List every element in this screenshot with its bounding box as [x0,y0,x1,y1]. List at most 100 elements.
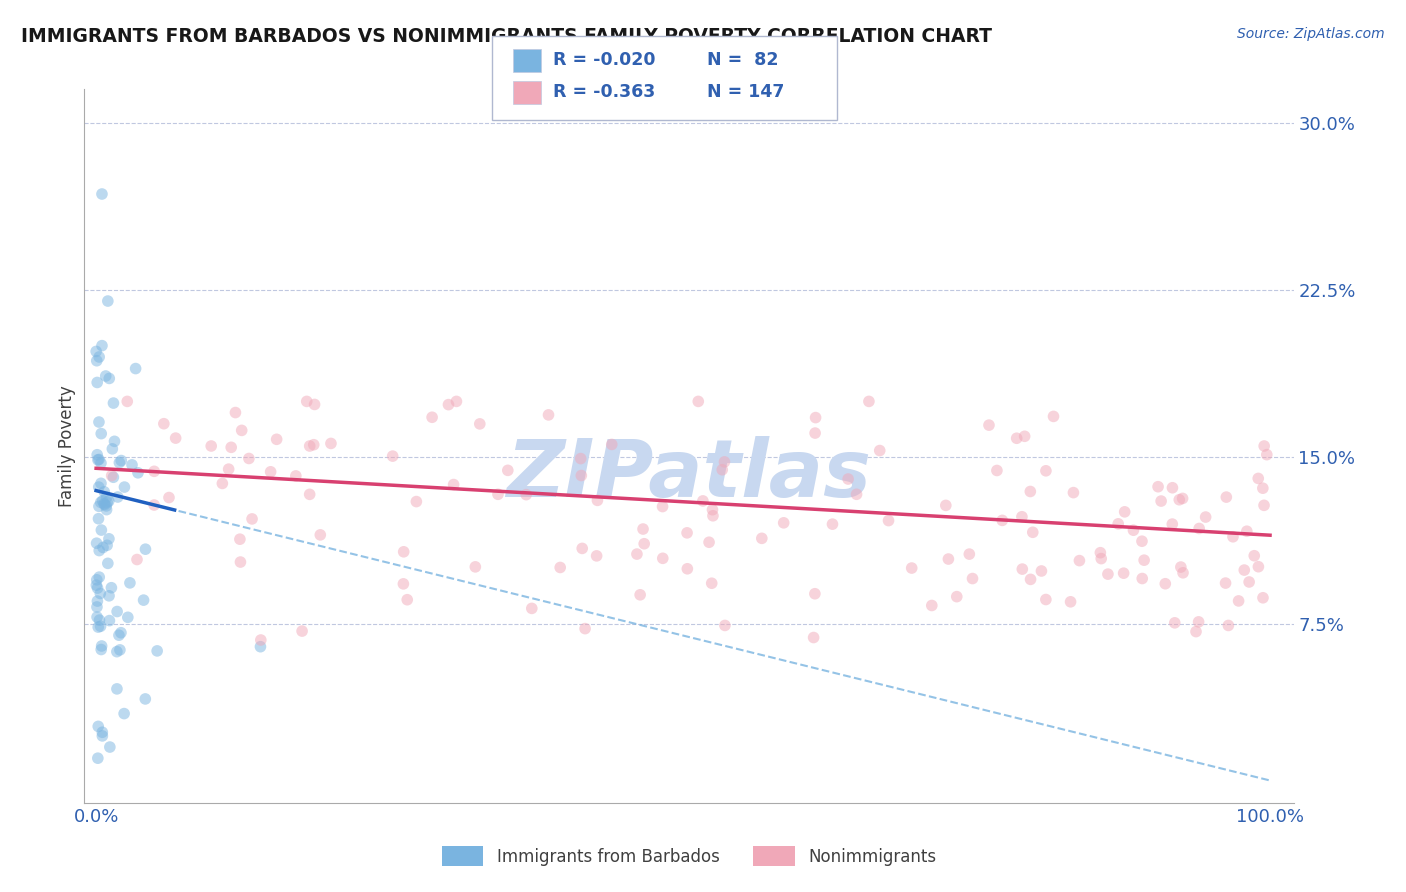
Point [1133,553,1156,567]
Point [157,491,180,505]
Point [105,681,128,696]
Point [1147,480,1170,494]
Point [219,440,242,454]
Point [218,462,240,476]
Point [468,417,491,431]
Point [1112,566,1135,581]
Point [631,522,654,536]
Point [86,448,108,462]
Point [711,463,734,477]
Point [1097,567,1119,582]
Point [1130,534,1153,549]
Point [117,610,139,624]
Point [89,543,111,558]
Point [858,394,880,409]
Point [284,469,307,483]
Point [91,494,114,508]
Point [392,545,415,559]
Point [1122,523,1144,537]
Point [98,614,121,628]
Point [97,494,120,508]
Point [537,408,560,422]
Point [1227,594,1250,608]
Point [224,405,246,419]
Point [1256,448,1278,462]
Point [1090,551,1112,566]
Point [103,470,125,484]
Point [125,552,148,566]
Point [86,536,108,550]
Point [1247,559,1270,574]
Point [229,532,252,546]
Point [87,480,110,494]
Point [112,706,135,721]
Point [437,398,460,412]
Point [1188,521,1211,535]
Point [945,590,967,604]
Point [90,639,112,653]
Point [1164,615,1187,630]
Point [935,499,957,513]
Point [569,468,592,483]
Point [821,517,844,532]
Point [86,353,108,368]
Point [804,410,827,425]
Point [90,523,112,537]
Point [977,418,1000,433]
Point [143,464,166,478]
Point [1237,574,1260,589]
Point [1171,566,1194,580]
Point [105,605,128,619]
Point [921,599,943,613]
Point [837,472,859,486]
Point [90,426,112,441]
Point [96,499,118,513]
Point [1035,592,1057,607]
Point [90,619,112,633]
Point [87,751,110,765]
Point [93,498,115,512]
Point [1161,517,1184,532]
Point [229,555,252,569]
Point [1251,591,1274,605]
Point [266,432,288,446]
Point [443,477,465,491]
Point [121,458,143,472]
Point [96,538,118,552]
Point [100,468,122,483]
Point [1114,505,1136,519]
Point [628,588,651,602]
Point [626,547,648,561]
Point [86,599,108,614]
Point [772,516,794,530]
Point [1194,510,1216,524]
Point [108,643,131,657]
Point [1022,525,1045,540]
Point [86,578,108,592]
Point [1011,562,1033,576]
Text: R = -0.363: R = -0.363 [553,83,655,101]
Text: N = 147: N = 147 [707,83,785,101]
Point [165,431,187,445]
Point [702,508,724,523]
Point [107,490,129,504]
Point [1011,509,1033,524]
Point [548,560,571,574]
Point [91,338,114,352]
Point [1215,576,1237,591]
Point [1187,615,1209,629]
Point [804,587,827,601]
Point [97,532,120,546]
Point [688,394,710,409]
Point [991,513,1014,527]
Point [938,552,960,566]
Point [127,466,149,480]
Point [302,438,325,452]
Point [714,618,737,632]
Point [486,487,509,501]
Point [86,594,108,608]
Text: ZIPatlas: ZIPatlas [506,435,872,514]
Point [90,642,112,657]
Point [304,397,326,411]
Point [97,293,120,308]
